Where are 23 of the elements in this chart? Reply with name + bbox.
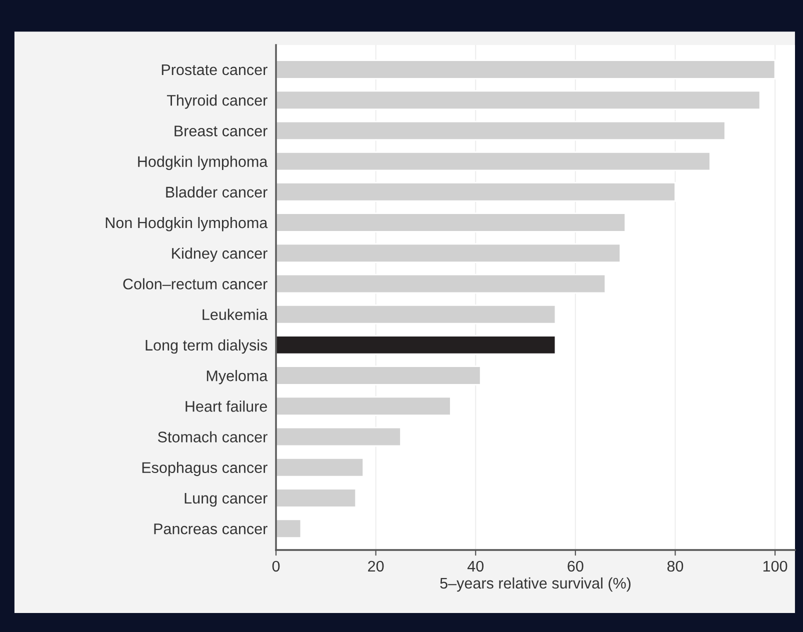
- y-tick-label: Pancreas cancer: [154, 524, 268, 534]
- y-tick-label: Non Hodgkin lymphoma: [106, 216, 268, 232]
- x-tick-label: 80: [667, 560, 684, 572]
- y-tick-label: Breast cancer: [174, 126, 268, 136]
- y-tick-label: Lung cancer: [184, 492, 268, 507]
- x-tick-label: 20: [368, 560, 384, 572]
- y-tick-label: Hodgkin lymphoma: [138, 156, 268, 170]
- y-tick-label: Kidney cancer: [172, 248, 268, 262]
- x-tick-label: 100: [763, 560, 788, 572]
- y-tick-label: Long term dialysis: [146, 339, 268, 354]
- x-tick-label: 40: [467, 560, 484, 572]
- y-tick-label: Thyroid cancer: [166, 94, 268, 109]
- y-tick-label: Heart failure: [186, 400, 267, 412]
- y-tick-label: Bladder cancer: [166, 186, 268, 198]
- y-tick-label: Stomach cancer: [158, 431, 268, 442]
- y-tick-label: Colon–rectum cancer: [123, 278, 268, 290]
- y-tick-label: Esophagus cancer: [142, 462, 268, 476]
- y-tick-label: Prostate cancer: [162, 64, 268, 76]
- y-tick-label: Myeloma: [206, 370, 268, 384]
- x-tick-label: 60: [568, 560, 584, 572]
- x-tick-label: 0: [272, 560, 280, 572]
- x-axis-title: 5–years relative survival (%): [440, 577, 630, 592]
- y-tick-label: Leukemia: [202, 308, 268, 320]
